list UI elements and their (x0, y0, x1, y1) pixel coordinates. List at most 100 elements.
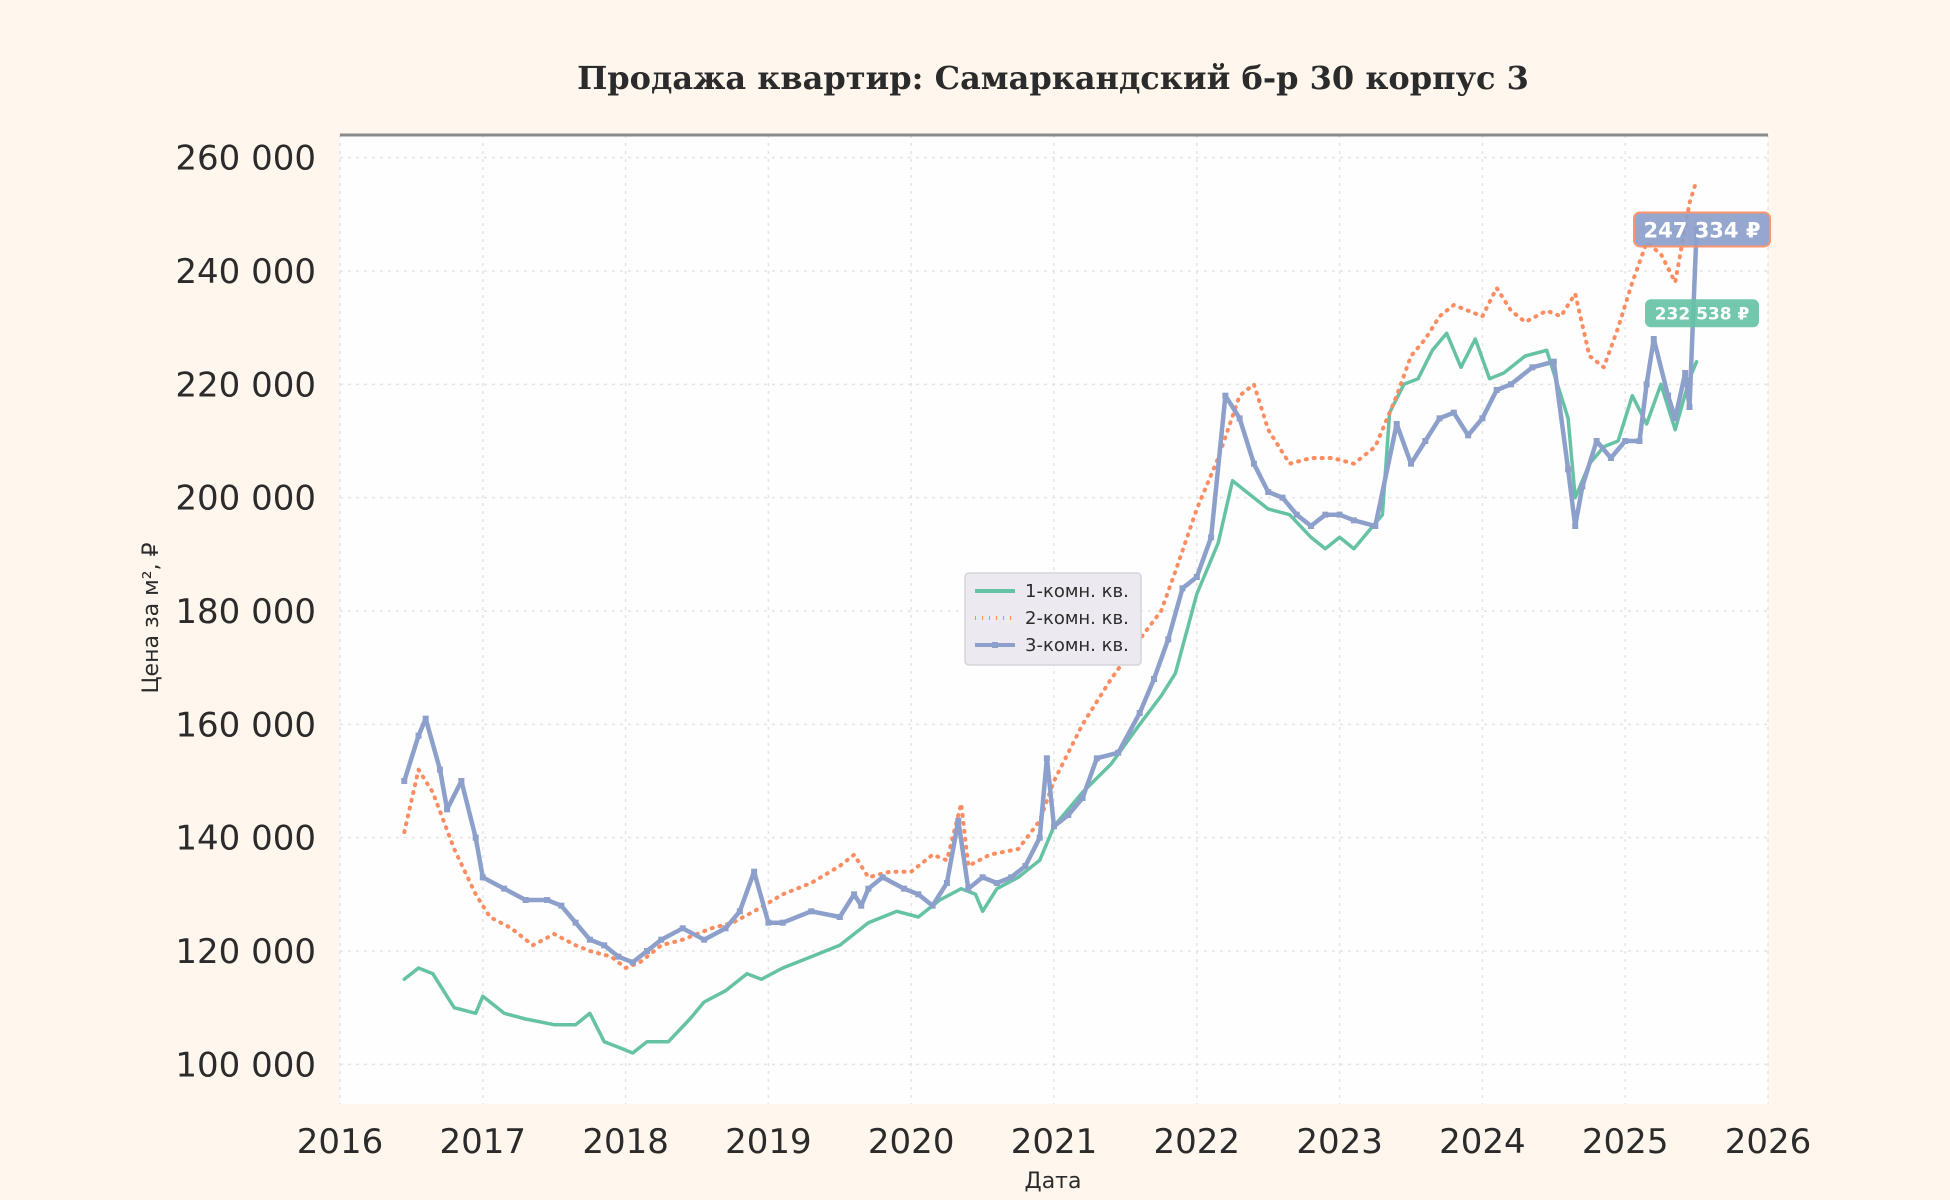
data-point (865, 885, 872, 892)
series-line-2 (402, 178, 1699, 970)
data-point (808, 908, 815, 915)
x-tick-label: 2022 (1154, 1122, 1241, 1162)
legend-box (964, 572, 1142, 666)
data-point (1036, 834, 1043, 841)
y-tick-label: 100 000 (175, 1045, 316, 1085)
value-badge: 232 538 ₽ (1645, 299, 1759, 328)
y-tick-label: 180 000 (175, 592, 316, 632)
data-point (1672, 415, 1679, 422)
data-point (1250, 460, 1257, 467)
data-point (1650, 336, 1657, 342)
y-tick-label: 120 000 (175, 932, 316, 972)
data-point (736, 908, 743, 915)
x-tick-label: 2021 (1011, 1122, 1098, 1162)
data-point (1550, 358, 1557, 365)
chart-title: Продажа квартир: Самаркандский б-р 30 ко… (577, 59, 1529, 97)
data-point (1479, 415, 1486, 422)
data-point (1115, 749, 1122, 756)
data-point (472, 834, 479, 841)
grid (339, 135, 1769, 1104)
legend: 1-комн. кв. 2-комн. кв. 3-комн. кв. (964, 572, 1142, 666)
data-point (1643, 381, 1650, 388)
data-point (401, 778, 408, 784)
data-point (1393, 421, 1400, 427)
data-point (915, 891, 922, 898)
data-point (858, 902, 865, 909)
data-point (1436, 415, 1443, 422)
data-point (1065, 812, 1072, 818)
data-point (851, 891, 858, 898)
value-badge-bg (1633, 211, 1771, 248)
x-tick-label: 2026 (1725, 1122, 1812, 1162)
data-point (751, 868, 758, 875)
data-point (1008, 874, 1015, 881)
data-point (1607, 455, 1614, 461)
x-tick-label: 2016 (297, 1122, 384, 1162)
data-point (1636, 438, 1643, 444)
data-point (1193, 574, 1200, 580)
x-tick-label: 2019 (725, 1122, 812, 1162)
data-point (679, 925, 686, 932)
data-point (1507, 381, 1514, 388)
data-point (436, 766, 443, 773)
data-point (1179, 585, 1186, 592)
series-layer (401, 178, 1700, 1055)
data-point (1293, 511, 1300, 518)
x-axis: 2016 2017 2018 2019 2020 2021 2022 2023 2024 2025… (297, 1122, 1812, 1162)
data-point (415, 732, 422, 739)
data-point (1336, 511, 1343, 518)
data-point (1665, 392, 1672, 399)
x-tick-label: 2025 (1582, 1122, 1669, 1162)
data-point (1450, 409, 1457, 416)
data-point (1565, 466, 1572, 473)
y-axis: 100 000 120 000 140 000 160 000 180 000 200 0… (175, 139, 316, 1086)
x-tick-label: 2024 (1439, 1122, 1526, 1162)
data-point (1022, 863, 1029, 869)
data-point (879, 874, 886, 881)
data-point (1165, 636, 1172, 643)
data-point (558, 902, 565, 909)
data-point (629, 959, 636, 966)
data-point (955, 817, 962, 824)
data-point (929, 902, 936, 909)
data-point (458, 778, 465, 784)
data-point (501, 885, 508, 892)
data-point (572, 919, 579, 926)
legend-marker (992, 642, 998, 648)
data-point (1579, 483, 1586, 490)
data-point (1682, 370, 1689, 376)
data-point (479, 874, 486, 881)
y-tick-label: 140 000 (175, 819, 316, 859)
data-point (1572, 523, 1579, 529)
data-point (522, 897, 529, 903)
y-axis-label: Цена за м², ₽ (139, 542, 164, 693)
y-tick-label: 260 000 (175, 139, 316, 179)
data-point (993, 880, 1000, 886)
data-point (722, 925, 729, 932)
x-tick-label: 2017 (440, 1122, 527, 1162)
data-point (1150, 676, 1157, 682)
data-point (1372, 523, 1379, 529)
data-point (836, 914, 843, 920)
data-point (1222, 392, 1229, 399)
data-point (979, 874, 986, 881)
data-point (1408, 460, 1414, 467)
y-tick-label: 160 000 (175, 705, 316, 745)
legend-label: 2-комн. кв. (1025, 608, 1129, 629)
data-point (1208, 534, 1215, 541)
data-point (901, 885, 908, 892)
x-tick-label: 2020 (868, 1122, 955, 1162)
data-point (1529, 364, 1536, 371)
data-point (1051, 823, 1057, 830)
value-badge: 247 334 ₽ (1633, 211, 1771, 248)
y-tick-label: 200 000 (175, 479, 316, 519)
y-tick-label: 240 000 (175, 252, 316, 292)
series-line-1 (402, 331, 1699, 1055)
data-point (1622, 438, 1629, 444)
data-point (779, 919, 786, 926)
data-point (1079, 795, 1086, 801)
x-axis-label: Дата (1025, 1169, 1082, 1194)
x-tick-label: 2023 (1296, 1122, 1383, 1162)
legend-label: 3-комн. кв. (1025, 635, 1129, 656)
